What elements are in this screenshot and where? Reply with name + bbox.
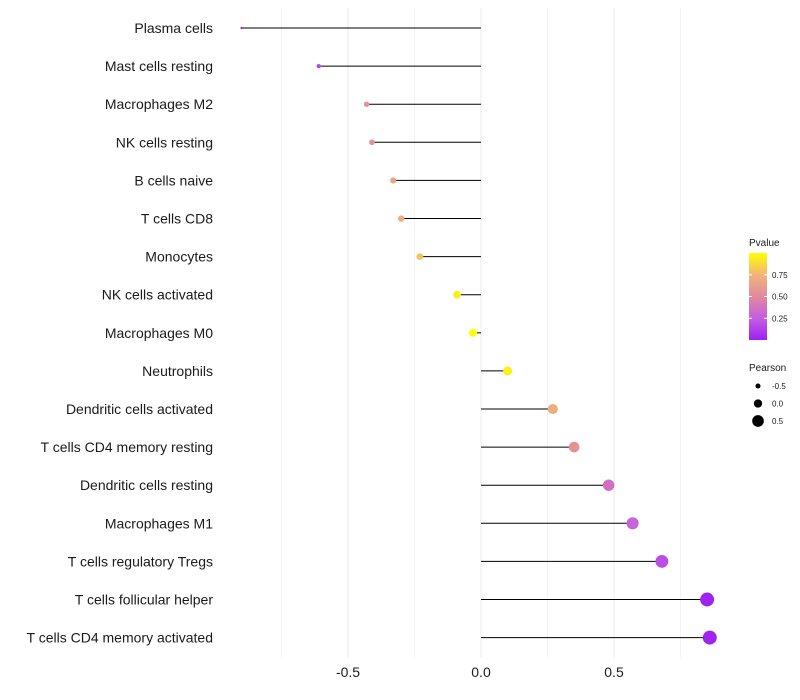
data-point: [503, 366, 513, 376]
pearson-legend-entries: -0.5 0.0 0.5: [752, 382, 786, 427]
category-label: Plasma cells: [134, 20, 213, 36]
category-label: T cells CD8: [141, 211, 213, 227]
colorbar-tick-label: 0.25: [772, 314, 788, 323]
lollipop-stems: [241, 27, 710, 639]
pearson-legend-key: [753, 399, 763, 408]
data-point: [602, 479, 615, 491]
pvalue-legend-ticks: 0.75 0.50 0.25: [749, 271, 788, 323]
category-label: Macrophages M1: [105, 515, 213, 531]
pearson-legend-label: -0.5: [772, 382, 786, 391]
data-point: [398, 215, 405, 222]
category-label: T cells follicular helper: [75, 592, 214, 608]
data-point: [547, 403, 558, 415]
data-point: [468, 328, 478, 337]
data-point: [700, 592, 715, 607]
pearson-legend: Pearson -0.5 0.0 0.5: [749, 363, 786, 427]
lollipop-points: [240, 26, 717, 645]
pearson-legend-key: [755, 383, 761, 389]
data-point: [655, 554, 669, 568]
category-label: Dendritic cells resting: [80, 477, 213, 493]
category-label: T cells CD4 memory resting: [41, 439, 213, 455]
category-label: Mast cells resting: [105, 58, 213, 74]
data-point: [453, 290, 461, 299]
category-label: T cells CD4 memory activated: [27, 630, 213, 646]
data-point: [369, 139, 375, 146]
x-tick-label: 0.5: [604, 664, 624, 680]
data-point: [416, 253, 424, 261]
data-point: [390, 177, 397, 184]
category-label: NK cells resting: [116, 134, 213, 150]
data-point: [702, 630, 717, 645]
pearson-legend-key: [752, 415, 764, 427]
data-point: [626, 517, 639, 530]
category-label: B cells naive: [134, 172, 213, 188]
category-label: Neutrophils: [142, 363, 213, 379]
data-point: [363, 101, 370, 107]
colorbar-tick-label: 0.75: [772, 271, 788, 280]
category-label: Macrophages M2: [105, 96, 213, 112]
category-label: Monocytes: [145, 249, 213, 265]
category-label: Dendritic cells activated: [66, 401, 213, 417]
pvalue-legend-title: Pvalue: [749, 238, 780, 249]
colorbar-tick-label: 0.50: [772, 293, 788, 302]
x-axis-ticks: -0.5 0.0 0.5: [336, 664, 624, 680]
category-label: Macrophages M0: [105, 325, 213, 341]
pearson-legend-title: Pearson: [749, 363, 786, 374]
data-point: [240, 26, 243, 30]
data-point: [316, 63, 321, 69]
pearson-legend-label: 0.5: [772, 417, 784, 426]
category-label: NK cells activated: [102, 287, 213, 303]
x-tick-label: 0.0: [471, 664, 491, 680]
category-labels: Plasma cells Mast cells resting Macrophage…: [27, 20, 214, 646]
data-point: [568, 441, 580, 453]
pvalue-legend: Pvalue 0.75 0.50 0.25: [749, 238, 788, 340]
pearson-legend-label: 0.0: [772, 400, 784, 409]
pvalue-colorbar: [749, 253, 767, 340]
x-tick-label: -0.5: [336, 664, 360, 680]
category-label: T cells regulatory Tregs: [68, 553, 213, 569]
